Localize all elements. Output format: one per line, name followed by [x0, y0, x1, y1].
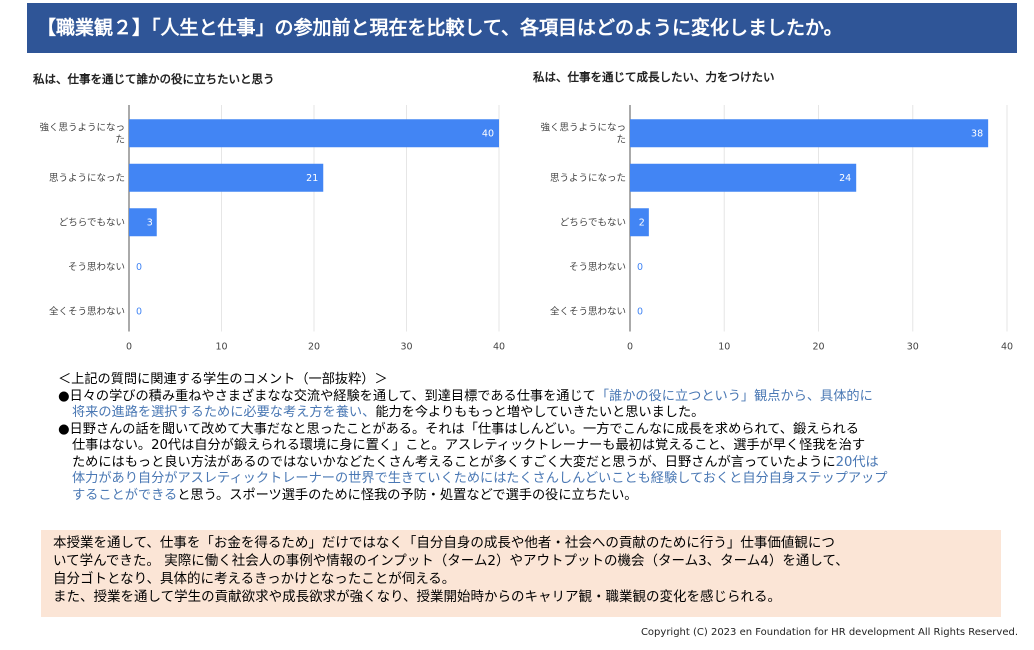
student-comments: ＜上記の質問に関連する学生のコメント（一部抜粋）＞ ●日々の学びの積み重ねやさま…	[58, 372, 1008, 504]
comment-2-cont: ためにはもっと良い方法があるのではないかなどたくさん考えることが多くすごく大変だ…	[58, 455, 1008, 472]
category-label: 思うようになった	[49, 173, 125, 184]
comment-2-cont: 仕事はない。20代は自分が鍛えられる環境に身に置く」こと。アスレティックトレーナ…	[72, 438, 866, 453]
bar	[129, 208, 157, 237]
comment-highlight: することができる	[72, 487, 178, 503]
category-label: そう思わない	[68, 262, 125, 273]
data-label: 2	[639, 217, 645, 228]
bar	[630, 163, 857, 192]
data-label: 3	[147, 217, 153, 228]
comment-highlight: 将来の進路を選択するために必要な考え方を養い、	[72, 405, 376, 420]
bar	[630, 208, 649, 237]
category-label: 全くそう思わない	[550, 305, 626, 317]
x-tick-label: 40	[493, 342, 505, 353]
comment-highlight: 「誰かの役に立つという」観点から、具体的に	[595, 388, 873, 404]
data-label: 0	[637, 262, 643, 273]
data-label: 0	[136, 262, 142, 273]
x-tick-label: 10	[718, 342, 730, 353]
comment-text: 能力を今よりももっと増やしていきたいと思いました。	[375, 405, 705, 420]
comment-2: ●日野さんの話を聞いて改めて大事だなと思ったことがある。それは「仕事はしんどい。…	[58, 421, 859, 437]
category-label: どちらでもない	[59, 217, 125, 228]
summary-box: 本授業を通して、仕事を「お金を得るため」だけではなく「自分自身の成長や他者・社会…	[41, 530, 1001, 617]
category-label: 強く思うようになっ	[39, 121, 125, 133]
summary-line: 自分ゴトとなり、具体的に考えるきっかけとなったことが伺える。	[53, 571, 456, 587]
summary-line: また、授業を通して学生の貢献欲求や成長欲求が強くなり、授業開始時からのキャリア観…	[53, 589, 782, 605]
bar	[129, 163, 324, 192]
x-tick-label: 30	[400, 342, 412, 353]
comment-2-cont: することができると思う。スポーツ選手のために怪我の予防・処置などで選手の役に立ち…	[58, 488, 1008, 505]
bar	[630, 119, 989, 148]
chart-1-title: 私は、仕事を通じて誰かの役に立ちたいと思う	[33, 72, 275, 86]
summary-line: いて学んできた。 実際に働く社会人の事例や情報のインプット（ターム2）やアウトプ…	[53, 553, 849, 569]
x-tick-label: 40	[1001, 342, 1013, 353]
category-label: た	[115, 134, 125, 145]
data-label: 21	[306, 173, 318, 184]
data-label: 0	[637, 306, 643, 317]
x-tick-label: 20	[812, 342, 824, 353]
category-label: どちらでもない	[560, 217, 626, 228]
x-tick-label: 0	[627, 342, 633, 353]
x-tick-label: 30	[907, 342, 919, 353]
comment-text: ためにはもっと良い方法があるのではないかなどたくさん考えることが多くすごく大変だ…	[72, 454, 836, 470]
comment-highlight: 20代は	[835, 454, 879, 470]
chart-2-title: 私は、仕事を通じて成長したい、力をつけたい	[533, 70, 775, 84]
copyright: Copyright (C) 2023 en Foundation for HR …	[640, 627, 1018, 638]
x-tick-label: 10	[215, 342, 227, 353]
category-label: そう思わない	[569, 262, 626, 273]
comment-2-cont: 体力があり自分がアスレティックトレーナーの世界で生きていくためにはたくさんしんど…	[72, 471, 888, 486]
comment-text: と思う。スポーツ選手のために怪我の予防・処置などで選手の役に立ちたい。	[177, 487, 638, 503]
category-label: 全くそう思わない	[49, 305, 125, 317]
x-tick-label: 20	[308, 342, 320, 353]
category-label: 強く思うようになっ	[540, 121, 626, 133]
comments-heading: ＜上記の質問に関連する学生のコメント（一部抜粋）＞	[58, 372, 388, 387]
data-label: 0	[136, 306, 142, 317]
summary-line: 本授業を通して、仕事を「お金を得るため」だけではなく「自分自身の成長や他者・社会…	[53, 535, 835, 551]
data-label: 24	[839, 173, 851, 184]
page-title: 【職業観２】「人生と仕事」の参加前と現在を比較して、各項目はどのように変化しまし…	[27, 3, 1017, 53]
bar	[129, 119, 499, 148]
data-label: 38	[971, 128, 983, 139]
comment-1-cont: 将来の進路を選択するために必要な考え方を養い、能力を今よりももっと増やしていきた…	[58, 405, 1008, 422]
category-label: た	[616, 134, 626, 145]
x-tick-label: 0	[126, 342, 132, 353]
category-label: 思うようになった	[550, 173, 626, 184]
comment-text: ●日々の学びの積み重ねやさまざまなな交流や経験を通して、到達目標である仕事を通じ…	[58, 388, 596, 404]
comment-1: ●日々の学びの積み重ねやさまざまなな交流や経験を通して、到達目標である仕事を通じ…	[58, 389, 1008, 406]
data-label: 40	[482, 128, 494, 139]
